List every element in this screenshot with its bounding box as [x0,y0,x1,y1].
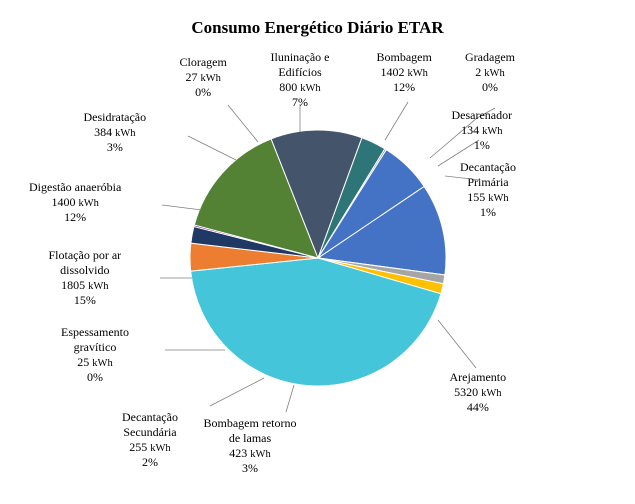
slice-label: Bombagem retornode lamas423 kWh3% [204,416,297,476]
leader-line [286,385,294,412]
slice-label: Digestão anaeróbia1400 kWh12% [29,180,121,225]
slice-label: DecantaçãoPrimária155 kWh1% [460,160,516,220]
slice-label: Bombagem1402 kWh12% [377,50,432,95]
chart-title: Consumo Energético Diário ETAR [0,18,635,38]
slice-label: Gradagem2 kWh0% [465,50,515,95]
slice-label: Flotação por ardissolvido1805 kWh15% [49,248,122,308]
slice-label: DecantaçãoSecundária255 kWh2% [122,410,178,470]
slice-label: Arejamento5320 kWh44% [450,370,507,415]
slice-label: Cloragem27 kWh0% [180,55,227,100]
slice-label: Espessamentogravítico25 kWh0% [61,325,129,385]
slice-label: Iluninação eEdifícios800 kWh7% [271,50,330,110]
pie-chart: Consumo Energético Diário ETAR Bombagem1… [0,0,635,504]
pie-graphic [190,130,446,386]
slice-label: Desidratação384 kWh3% [84,110,147,155]
slice-label: Desarenador134 kWh1% [452,108,513,153]
